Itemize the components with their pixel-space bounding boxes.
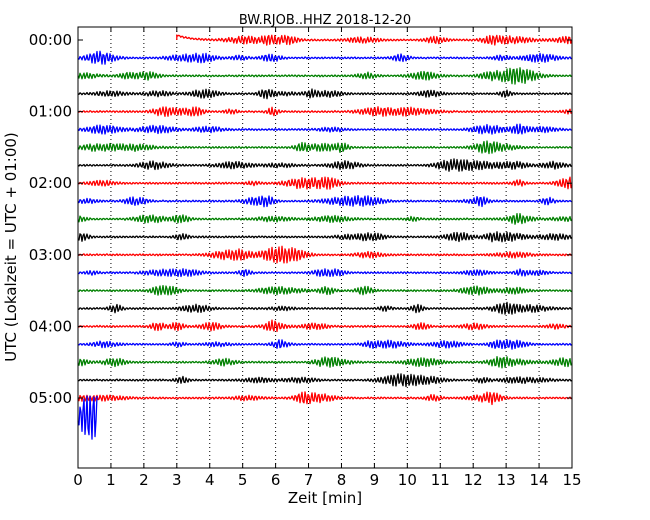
trace-line — [77, 88, 573, 100]
x-tick-label: 13 — [497, 471, 516, 489]
trace-line — [77, 67, 573, 85]
chart-title: BW.RJOB..HHZ 2018-12-20 — [239, 13, 411, 28]
trace-line — [77, 123, 573, 135]
trace-line — [77, 268, 573, 278]
trace-line — [77, 176, 573, 190]
trace-line — [77, 395, 98, 440]
trace-line — [77, 106, 573, 117]
y-tick-label: 00:00 — [29, 31, 72, 49]
y-axis-ticks: 00:00 01:00 02:00 03:00 04:00 05:00 — [29, 31, 572, 407]
y-axis-label: UTC (Lokalzeit = UTC + 01:00) — [2, 132, 20, 362]
y-tick-label: 01:00 — [29, 103, 72, 121]
trace-line — [77, 231, 573, 243]
x-tick-label: 8 — [337, 471, 347, 489]
y-tick-label: 03:00 — [29, 246, 72, 264]
x-tick-label: 15 — [562, 471, 581, 489]
x-tick-label: 6 — [271, 471, 281, 489]
x-tick-label: 12 — [464, 471, 483, 489]
x-tick-label: 10 — [398, 471, 417, 489]
trace-group — [77, 34, 573, 440]
x-tick-label: 5 — [238, 471, 248, 489]
x-tick-label: 0 — [73, 471, 83, 489]
y-tick-label: 04:00 — [29, 317, 72, 335]
x-axis-label: Zeit [min] — [288, 489, 362, 507]
trace-line — [176, 34, 573, 46]
trace-line — [77, 301, 573, 315]
trace-line — [77, 284, 573, 296]
x-tick-label: 14 — [530, 471, 549, 489]
x-axis-ticks: 0 1 2 3 4 5 6 7 8 9 10 11 12 13 14 15 — [73, 27, 582, 489]
trace-line — [77, 212, 573, 225]
plot-frame — [77, 26, 573, 469]
y-tick-label: 05:00 — [29, 389, 72, 407]
trace-line — [77, 195, 573, 208]
x-tick-label: 9 — [370, 471, 380, 489]
x-tick-label: 4 — [205, 471, 215, 489]
x-tick-label: 2 — [139, 471, 149, 489]
trace-line — [77, 339, 573, 350]
y-tick-label: 02:00 — [29, 174, 72, 192]
x-tick-label: 1 — [106, 471, 116, 489]
x-tick-label: 11 — [431, 471, 450, 489]
trace-line — [77, 373, 573, 388]
x-tick-label: 7 — [304, 471, 314, 489]
trace-line — [77, 140, 573, 155]
grid-lines — [110, 27, 540, 468]
trace-line — [77, 50, 573, 65]
trace-line — [77, 356, 573, 369]
x-tick-label: 3 — [172, 471, 182, 489]
trace-line — [77, 319, 573, 333]
trace-line — [77, 158, 573, 172]
trace-line — [77, 245, 573, 264]
trace-line — [77, 391, 573, 406]
